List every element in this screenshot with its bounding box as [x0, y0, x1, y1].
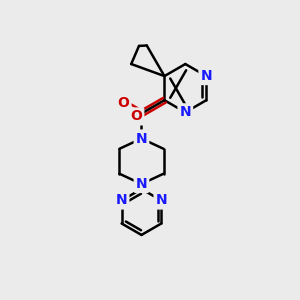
Text: O: O [118, 96, 130, 110]
Text: N: N [136, 177, 147, 191]
Text: N: N [156, 194, 167, 208]
Text: N: N [179, 105, 191, 119]
Text: N: N [116, 194, 127, 208]
Text: O: O [130, 110, 142, 123]
Text: N: N [200, 69, 212, 83]
Text: N: N [136, 131, 147, 146]
